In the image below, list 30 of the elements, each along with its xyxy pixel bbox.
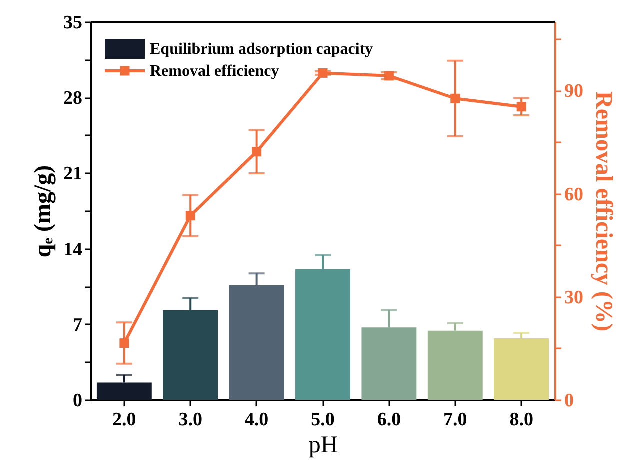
y-tick-label: 0 bbox=[73, 390, 82, 412]
legend-label: Equilibrium adsorption capacity bbox=[150, 41, 374, 58]
y2-tick-label: 30 bbox=[564, 287, 584, 308]
y2-tick-label: 0 bbox=[564, 390, 574, 412]
x-tick-label: 2.0 bbox=[112, 410, 136, 430]
x-tick-label: 7.0 bbox=[444, 410, 468, 430]
x-tick-label: 8.0 bbox=[510, 410, 534, 430]
y-tick-label: 35 bbox=[64, 12, 82, 34]
x-tick-label: 3.0 bbox=[178, 410, 202, 430]
point bbox=[450, 94, 460, 104]
y-tick-label: 7 bbox=[73, 314, 83, 336]
point bbox=[186, 211, 196, 221]
x-tick-label: 4.0 bbox=[244, 410, 269, 430]
y-tick-label: 28 bbox=[64, 88, 82, 110]
point bbox=[516, 102, 526, 112]
bar bbox=[494, 338, 550, 400]
y-tick-label: 21 bbox=[64, 164, 82, 185]
point bbox=[252, 147, 262, 157]
point bbox=[120, 338, 130, 348]
x-tick-label: 6.0 bbox=[377, 410, 402, 430]
point bbox=[318, 68, 328, 78]
y2-tick-label: 90 bbox=[564, 81, 584, 102]
point bbox=[384, 71, 394, 81]
x-axis-title: pH bbox=[308, 432, 338, 458]
legend-label: Removal efficiency bbox=[150, 63, 280, 80]
y2-axis-title: Removal efficiency (%) bbox=[590, 92, 616, 332]
y2-tick-label: 60 bbox=[564, 184, 584, 206]
x-tick-label: 5.0 bbox=[311, 410, 335, 430]
y-tick-label: 14 bbox=[64, 239, 83, 260]
y-axis-title: qₑ (mg/g) bbox=[30, 165, 56, 258]
